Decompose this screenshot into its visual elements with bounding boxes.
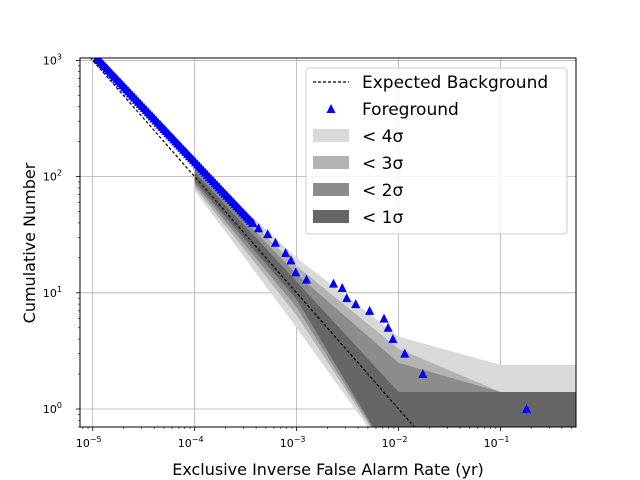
foreground-marker — [400, 348, 410, 358]
foreground-marker — [379, 313, 389, 323]
foreground-marker — [418, 369, 428, 379]
legend-label: < 2σ — [362, 181, 403, 201]
legend-label: Expected Background — [362, 73, 548, 93]
foreground-marker — [388, 334, 398, 344]
legend-label: < 1σ — [362, 208, 403, 228]
foreground-markers — [92, 58, 532, 414]
foreground-marker — [522, 404, 532, 414]
foreground-marker — [351, 299, 361, 309]
legend-patch-swatch — [313, 156, 349, 169]
foreground-marker — [286, 255, 296, 265]
foreground-marker — [383, 322, 393, 332]
legend-label: < 4σ — [362, 127, 403, 147]
foreground-marker — [254, 223, 264, 233]
sigma-band-4 — [194, 163, 576, 427]
legend: Expected Background Foreground < 4σ < 3σ < 2… — [305, 67, 568, 235]
legend-patch-swatch — [313, 129, 349, 142]
y-axis-label: Cumulative Number — [20, 162, 39, 323]
foreground-marker — [365, 305, 375, 315]
foreground-marker — [263, 229, 273, 239]
foreground-marker — [337, 283, 347, 293]
legend-label: < 3σ — [362, 154, 403, 174]
legend-box — [305, 67, 568, 235]
foreground-marker — [342, 293, 352, 303]
sigma-bands — [194, 163, 576, 427]
foreground-marker — [248, 217, 258, 227]
axes-frame — [79, 57, 577, 428]
legend-patch-swatch — [313, 183, 349, 196]
legend-label: Foreground — [362, 100, 459, 120]
foreground-marker — [302, 274, 312, 284]
legend-patch-swatch — [313, 210, 349, 223]
foreground-marker — [291, 267, 301, 277]
foreground-marker — [281, 248, 291, 258]
foreground-marker — [270, 237, 280, 247]
foreground-marker — [329, 278, 339, 288]
x-axis-label: Exclusive Inverse False Alarm Rate (yr) — [172, 460, 484, 479]
legend-marker-swatch — [326, 104, 336, 113]
sigma-band-1 — [194, 171, 576, 427]
